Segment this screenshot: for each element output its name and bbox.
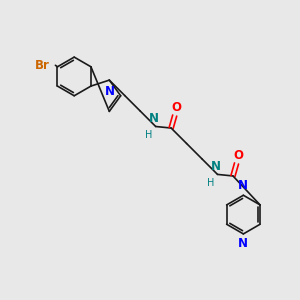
Text: N: N — [105, 85, 115, 98]
Text: H: H — [146, 130, 153, 140]
Text: Br: Br — [35, 59, 50, 72]
Text: N: N — [238, 237, 248, 250]
Text: O: O — [171, 101, 181, 114]
Text: N: N — [149, 112, 159, 125]
Text: N: N — [238, 179, 248, 192]
Text: N: N — [211, 160, 221, 173]
Text: O: O — [233, 149, 243, 162]
Text: H: H — [207, 178, 215, 188]
